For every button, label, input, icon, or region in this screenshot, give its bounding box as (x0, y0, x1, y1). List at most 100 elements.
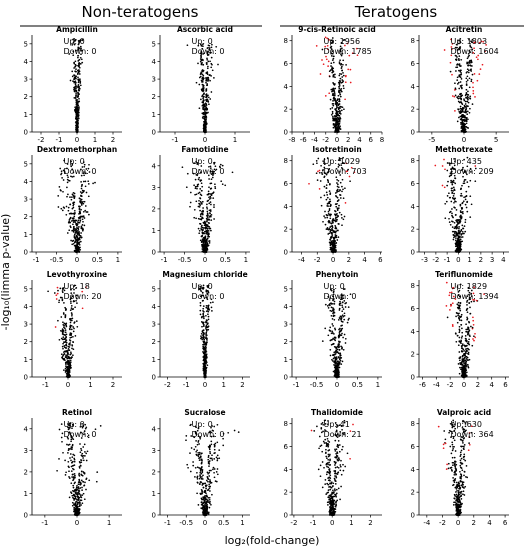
x-tick-label: -3 (421, 256, 428, 264)
data-point (332, 75, 335, 78)
data-point (342, 74, 345, 77)
y-tick-label: 4 (152, 303, 157, 311)
data-point (75, 107, 78, 110)
data-point (455, 315, 457, 318)
data-point (471, 344, 474, 347)
x-tick-label: -1 (172, 136, 179, 144)
data-point (199, 313, 202, 316)
up-count: Up: 1029 (324, 157, 361, 166)
data-point (67, 345, 70, 348)
data-point (467, 105, 469, 108)
data-point (342, 63, 344, 66)
data-point (329, 326, 332, 329)
data-point (203, 372, 206, 375)
data-point (474, 332, 476, 335)
data-point (78, 62, 81, 65)
data-point (206, 67, 209, 70)
data-point (73, 67, 75, 69)
data-point (469, 335, 471, 338)
data-point (206, 57, 208, 60)
data-point (206, 52, 209, 55)
data-point (88, 213, 90, 216)
data-point (339, 49, 342, 51)
data-point (209, 195, 212, 198)
data-point (210, 51, 212, 54)
data-point (447, 180, 449, 183)
data-point (469, 97, 472, 100)
data-point (457, 238, 459, 241)
y-tick-label: 8 (284, 37, 288, 45)
y-tick-label: 8 (411, 37, 415, 45)
data-point (341, 76, 344, 78)
data-point (204, 362, 207, 365)
x-tick-label: -1 (183, 381, 190, 389)
data-point (203, 333, 206, 335)
data-point (340, 213, 343, 216)
data-point (332, 357, 335, 360)
data-point (453, 89, 456, 91)
data-point (453, 221, 456, 224)
y-tick-label: 0 (24, 249, 28, 257)
data-point (341, 310, 344, 313)
data-point (339, 77, 342, 80)
data-point (338, 100, 340, 103)
data-point (198, 199, 200, 202)
data-point (66, 359, 69, 362)
data-point (458, 87, 461, 90)
data-point (335, 109, 338, 112)
data-point (318, 171, 321, 174)
scatter-points (443, 38, 487, 133)
data-point (62, 321, 64, 324)
data-point (332, 55, 335, 58)
data-point (204, 249, 207, 251)
data-point (208, 240, 210, 242)
data-point (79, 56, 82, 59)
data-point (203, 247, 206, 250)
data-point (214, 183, 216, 186)
data-point (201, 200, 204, 203)
x-tick-label: 4 (357, 136, 362, 144)
y-tick-label: 5 (152, 40, 156, 48)
y-tick-label: 0 (24, 129, 28, 137)
data-point (337, 190, 340, 193)
data-point (80, 187, 83, 190)
data-point (471, 326, 474, 329)
data-point (207, 44, 210, 47)
data-point (340, 81, 343, 84)
data-point (341, 178, 344, 181)
data-point (76, 239, 79, 241)
data-point (76, 103, 79, 105)
data-point (456, 120, 459, 123)
data-point (462, 123, 465, 126)
data-point (203, 113, 206, 116)
data-point (197, 44, 200, 47)
data-point (72, 335, 74, 338)
data-point (67, 176, 69, 179)
x-tick-label: -0.5 (50, 256, 64, 264)
data-point (76, 92, 79, 94)
data-point (202, 79, 204, 81)
panel-title: 9-cis-Retinoic acid (298, 25, 376, 34)
data-point (460, 236, 462, 238)
data-point (208, 242, 211, 244)
data-point (451, 226, 454, 228)
data-point (63, 334, 66, 336)
data-point (81, 49, 84, 52)
data-point (459, 238, 462, 241)
data-point (456, 83, 459, 85)
data-point (331, 71, 334, 74)
data-point (202, 307, 205, 310)
data-point (455, 237, 457, 239)
data-point (329, 200, 332, 203)
data-point (67, 209, 70, 212)
data-point (455, 209, 458, 211)
data-point (71, 314, 73, 317)
data-point (460, 368, 462, 371)
data-point (465, 105, 468, 107)
down-count: Down: 20 (64, 292, 102, 301)
data-point (210, 306, 213, 309)
data-point (466, 363, 469, 366)
